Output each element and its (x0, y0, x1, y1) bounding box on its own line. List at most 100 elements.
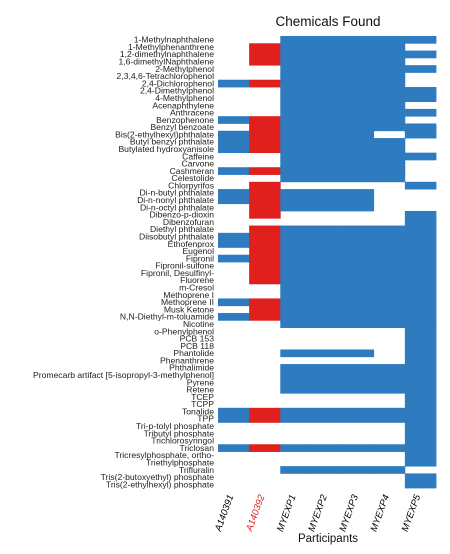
heatmap-cell (218, 167, 250, 175)
chemical-label: Phantolide (173, 348, 214, 358)
heatmap-cell (342, 94, 375, 103)
participant-label: MYEXP2 (306, 493, 330, 534)
heatmap-cell (404, 451, 437, 460)
participant-label: MYEXP1 (275, 493, 299, 533)
heatmap-cell (249, 138, 281, 146)
heatmap-cell (218, 79, 250, 88)
heatmap-cell (249, 305, 281, 314)
heatmap-cell (373, 247, 406, 256)
heatmap-cell (373, 262, 406, 270)
x-axis-title: Participants (298, 533, 358, 545)
participant-labels: A140391 A140392 MYEXP1 MYEXP2 MYEXP3 MYEXP4 MY… (213, 493, 424, 534)
heatmap-cell (404, 50, 437, 59)
heatmap-cell (218, 444, 250, 452)
heatmap-cell (311, 276, 343, 285)
heatmap-cell (249, 225, 281, 234)
heatmap-cell (280, 123, 312, 132)
heatmap-cell (218, 407, 250, 416)
chemical-label: Pyrene (187, 377, 214, 387)
heatmap-cell (249, 203, 281, 212)
chemical-label: Caffeine (182, 151, 214, 161)
heatmap-cell (280, 291, 312, 299)
heatmap-cell (311, 167, 343, 175)
heatmap-cell (249, 415, 281, 423)
heatmap-cell (311, 87, 343, 95)
heatmap-cell (404, 327, 437, 336)
heatmap-cell (218, 189, 250, 197)
heatmap-cell (404, 240, 437, 248)
chemical-label: Tris(2-ethylhexyl) phosphate (106, 479, 214, 489)
heatmap-cell (280, 378, 312, 387)
chemical-label: 1,6-dimethylNaphthalene (118, 57, 214, 67)
heatmap-cell (404, 320, 437, 329)
heatmap-cell (373, 283, 406, 292)
heatmap-cell (249, 247, 281, 256)
chemical-label: Dibenzo-p-dioxin (150, 210, 215, 220)
heatmap-cell (249, 116, 281, 124)
heatmap-cell (342, 65, 375, 73)
heatmap-cell (280, 167, 312, 175)
chemical-label: Tri-p-tolyl phosphate (136, 421, 214, 431)
heatmap-cell (249, 298, 281, 307)
heatmap-cell (373, 466, 406, 474)
heatmap-cell (342, 444, 375, 452)
chemical-label: Triethylphosphate (146, 457, 214, 467)
heatmap-cell (311, 466, 343, 474)
heatmap-cell (311, 269, 343, 277)
chemical-label: Ethofenprox (168, 239, 215, 249)
heatmap-cell (373, 174, 406, 183)
participant-label: MYEXP4 (369, 493, 393, 533)
heatmap-cell (311, 305, 343, 314)
heatmap-cell (280, 262, 312, 270)
heatmap-cell (280, 50, 312, 59)
heatmap-cell (342, 36, 375, 44)
heatmap-cell (280, 196, 312, 205)
heatmap-cell (373, 444, 406, 452)
heatmap-cell (311, 159, 343, 168)
heatmap-cell (373, 36, 406, 44)
heatmap-cell (249, 50, 281, 59)
participant-label: A140391 (213, 493, 237, 533)
chemical-label: Acenaphthylene (152, 100, 214, 110)
heatmap-cell (249, 57, 281, 66)
heatmap-cell (404, 247, 437, 256)
heatmap-cell (342, 174, 375, 183)
chemical-label: Phthalimide (169, 363, 214, 373)
chemical-label: Chlorpyrifos (168, 180, 214, 190)
heatmap-cell (404, 313, 437, 321)
heatmap-cell (311, 130, 343, 139)
heatmap-cell (373, 305, 406, 314)
heatmap-cell (280, 152, 312, 161)
heatmap-cell (404, 269, 437, 277)
heatmap-cell (342, 101, 375, 110)
heatmap-cell (249, 79, 281, 88)
chemical-label: Tonalide (182, 406, 214, 416)
heatmap-cell (373, 65, 406, 73)
heatmap-cell (404, 181, 437, 190)
heatmap-cell (342, 385, 375, 394)
heatmap-cell (404, 436, 437, 445)
heatmap-cell (404, 291, 437, 299)
heatmap-cell (280, 72, 312, 81)
heatmap-cell (280, 189, 312, 197)
heatmap-cell (404, 371, 437, 380)
heatmap-cell (311, 364, 343, 372)
chemical-label: 1-Methylnaphthalene (134, 35, 214, 45)
heatmap-cell (311, 108, 343, 117)
heatmap-cell (404, 444, 437, 452)
heatmap-cell (311, 152, 343, 161)
heatmap-cell (342, 305, 375, 314)
heatmap-cell (311, 349, 343, 358)
heatmap-cell (249, 167, 281, 175)
heatmap-cell (280, 87, 312, 95)
heatmap-cell (373, 123, 406, 132)
participant-label: MYEXP5 (400, 493, 424, 534)
heatmap-cell (404, 130, 437, 139)
heatmap-cell (311, 232, 343, 241)
heatmap-cell (342, 57, 375, 66)
heatmap-cell (311, 298, 343, 307)
heatmap-cell (373, 167, 406, 175)
heatmap-cell (373, 57, 406, 66)
heatmap-cell (404, 393, 437, 401)
heatmap-cell (249, 196, 281, 205)
